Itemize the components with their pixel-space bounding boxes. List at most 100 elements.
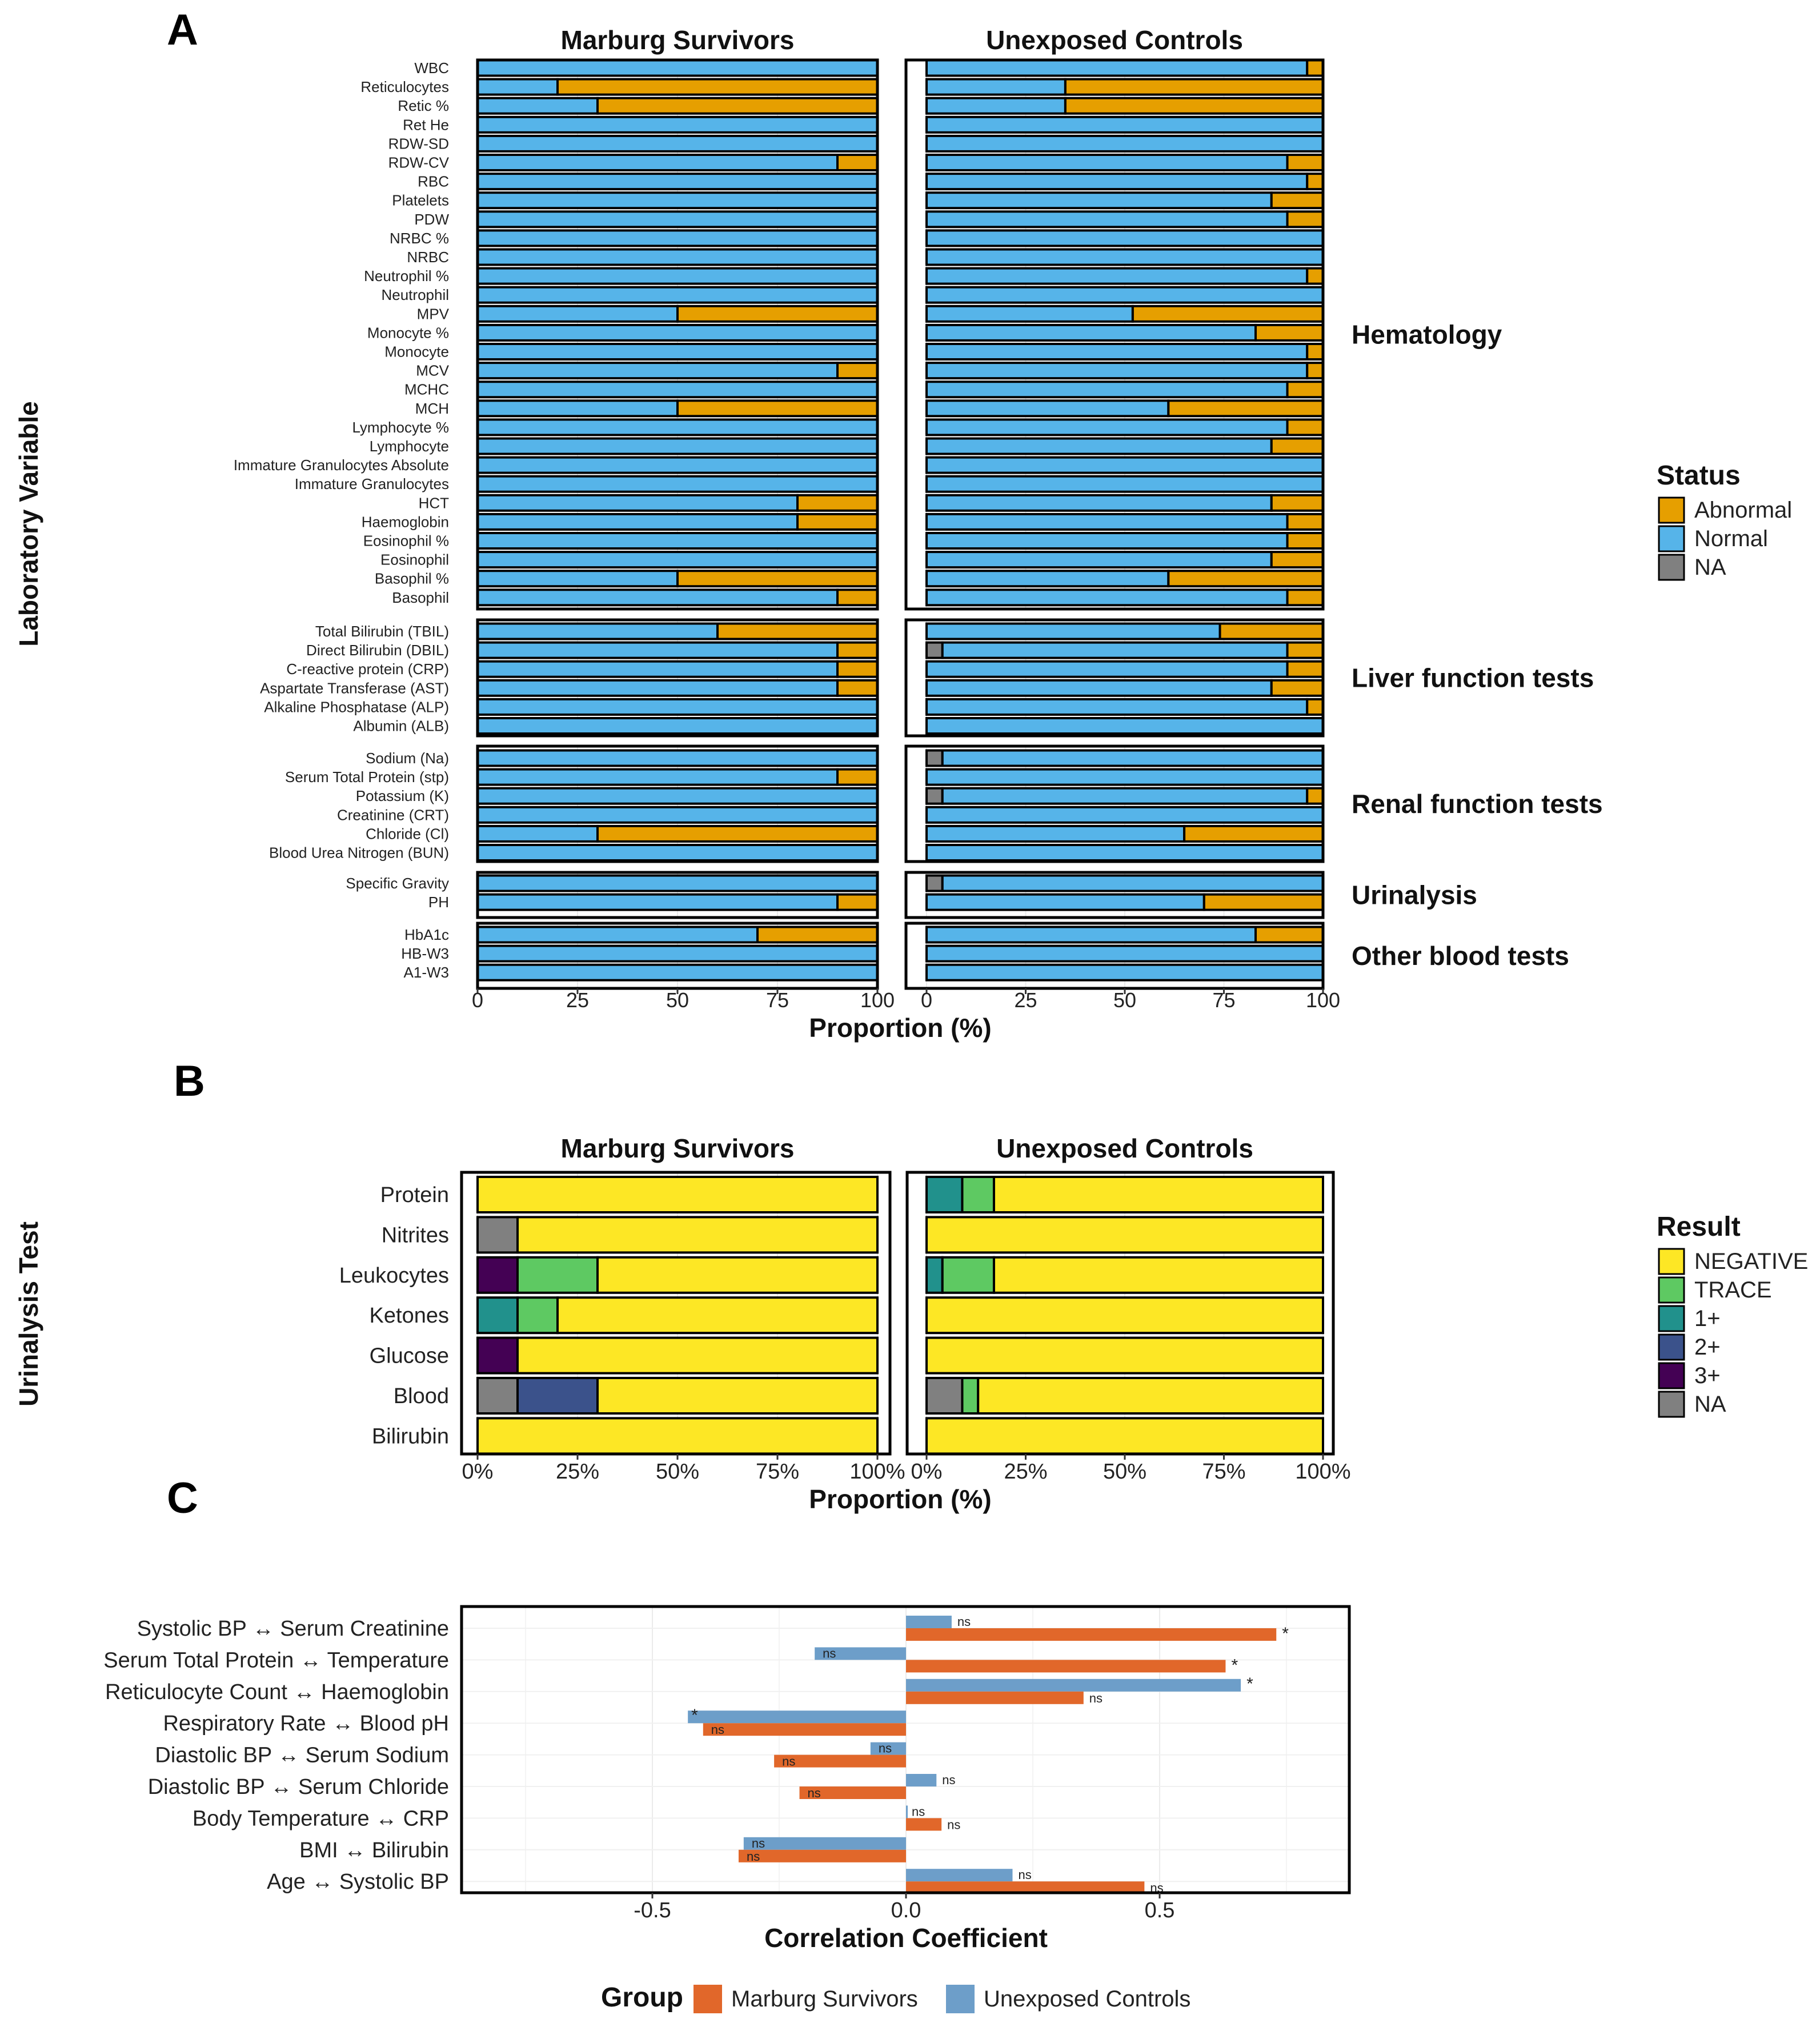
- row-label: Albumin (ALB): [353, 718, 449, 735]
- bar-segment: [925, 437, 1273, 455]
- sig-label: ns: [912, 1804, 925, 1818]
- panel-label-a: A: [167, 6, 198, 54]
- row-label: Lymphocyte: [370, 438, 449, 455]
- x-tick-label: 0%: [911, 1460, 943, 1484]
- sig-label: ns: [947, 1817, 960, 1832]
- bar-segment: [476, 380, 879, 399]
- bar-segment: [1306, 362, 1324, 380]
- legend-label: NA: [1694, 555, 1726, 580]
- legend-label: Normal: [1694, 526, 1768, 551]
- x-tick-label: 50: [666, 988, 689, 1012]
- bar-controls: [870, 1742, 906, 1755]
- row-label: Blood Urea Nitrogen (BUN): [269, 844, 449, 862]
- bar-segment: [992, 1256, 1324, 1294]
- bar-controls: [906, 1616, 952, 1628]
- sig-label: ns: [752, 1836, 765, 1850]
- bar-segment: [925, 893, 1205, 911]
- legend-label: NA: [1694, 1392, 1726, 1417]
- x-tick-label: 0.5: [1145, 1898, 1175, 1922]
- bar-segment: [925, 418, 1289, 436]
- row-label: Reticulocytes: [360, 78, 449, 95]
- bar-segment: [716, 622, 879, 640]
- row-label: Retic %: [398, 97, 449, 114]
- bar-segment: [476, 532, 879, 550]
- group-strip-label: Liver function tests: [1352, 663, 1594, 693]
- row-label: Total Bilirubin (TBIL): [315, 623, 449, 640]
- row-label: Systolic BP ↔ Serum Creatinine: [137, 1617, 449, 1641]
- bar-segment: [836, 679, 879, 697]
- legend-label: 1+: [1694, 1306, 1721, 1331]
- bar-segment: [925, 768, 1324, 786]
- bar-segment: [925, 944, 1324, 963]
- bar-segment: [1064, 78, 1325, 96]
- bar-segment: [1270, 437, 1325, 455]
- row-label: Leukocytes: [339, 1264, 449, 1288]
- legend-swatch: [946, 1985, 975, 2013]
- bar-segment: [476, 893, 839, 911]
- bar-segment: [476, 437, 879, 455]
- legend-swatch: [1658, 1391, 1685, 1418]
- bar-segment: [925, 343, 1309, 360]
- bar-segment: [925, 844, 1324, 862]
- bar-segment: [476, 59, 879, 77]
- bar-segment: [476, 154, 839, 171]
- bar-segment: [796, 512, 879, 531]
- sig-label: ns: [747, 1849, 760, 1864]
- bar-segment: [476, 944, 879, 963]
- legend-swatch: [1658, 1333, 1685, 1361]
- bar-segment: [925, 475, 1324, 493]
- facet-title-a-1: Unexposed Controls: [986, 25, 1243, 55]
- row-label: A1-W3: [404, 964, 449, 981]
- row-label: RDW-SD: [388, 135, 449, 152]
- bar-segment: [925, 641, 944, 659]
- row-label: Potassium (K): [356, 787, 449, 804]
- facet-frame: [905, 1171, 1335, 1456]
- row-label: C-reactive protein (CRP): [286, 660, 449, 678]
- row-label: Age ↔ Systolic BP: [267, 1870, 449, 1894]
- bar-segment: [836, 893, 879, 911]
- bar-survivors: [906, 1660, 1226, 1673]
- bar-segment: [476, 97, 599, 115]
- sig-label: ns: [879, 1741, 892, 1756]
- bar-controls: [906, 1805, 908, 1818]
- bar-segment: [941, 787, 1309, 805]
- x-tick-label: 50%: [656, 1460, 699, 1484]
- bar-segment: [476, 512, 799, 531]
- row-label: Ketones: [370, 1304, 449, 1328]
- bar-segment: [476, 768, 839, 786]
- bar-segment: [1306, 173, 1324, 191]
- row-label: Monocyte: [384, 343, 449, 360]
- bar-segment: [476, 456, 879, 474]
- bar-segment: [476, 323, 879, 342]
- row-label: Monocyte %: [367, 324, 449, 341]
- row-label: HCT: [419, 494, 450, 511]
- x-tick-label: 25%: [556, 1460, 599, 1484]
- row-label: Creatinine (CRT): [337, 806, 449, 823]
- bar-segment: [596, 1256, 879, 1294]
- x-tick-label: 0%: [462, 1460, 494, 1484]
- bar-segment: [676, 399, 879, 418]
- bar-segment: [476, 1296, 519, 1335]
- bar-segment: [925, 1336, 1324, 1375]
- facet-frame: [460, 1171, 892, 1456]
- bar-segment: [476, 418, 879, 436]
- sig-label: *: [1231, 1656, 1238, 1675]
- bar-survivors: [906, 1881, 1145, 1894]
- row-label: BMI ↔ Bilirubin: [299, 1838, 449, 1862]
- bar-segment: [1306, 343, 1324, 360]
- facet-frame: [476, 58, 879, 611]
- bar-segment: [476, 787, 879, 805]
- bar-segment: [516, 1216, 879, 1254]
- bar-segment: [925, 717, 1324, 735]
- bar-controls: [906, 1679, 1241, 1692]
- legend-label: Abnormal: [1694, 498, 1792, 523]
- sig-label: *: [691, 1706, 698, 1725]
- bar-segment: [556, 78, 879, 96]
- legend-label: TRACE: [1694, 1277, 1772, 1303]
- bar-segment: [925, 286, 1324, 304]
- bar-segment: [925, 191, 1273, 210]
- bar-segment: [476, 134, 879, 153]
- row-label: Blood: [394, 1384, 449, 1408]
- bar-segment: [925, 787, 944, 805]
- row-label: Eosinophil: [380, 551, 449, 568]
